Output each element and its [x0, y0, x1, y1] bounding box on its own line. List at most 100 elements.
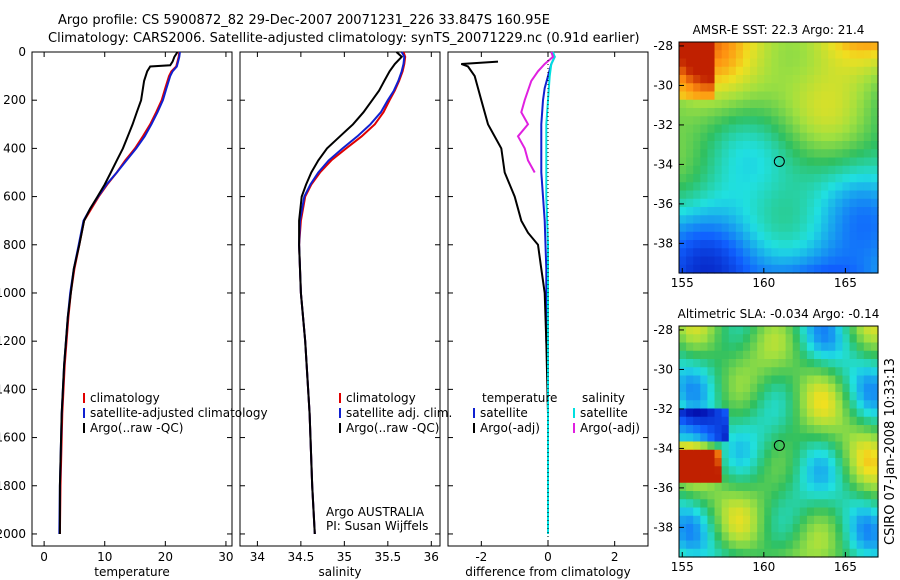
heatmap-cell [792, 240, 801, 249]
heatmap-cell [778, 157, 787, 167]
heatmap-cell [849, 449, 858, 459]
heatmap-cell [785, 149, 794, 159]
heatmap-cell [778, 433, 787, 443]
heatmap-cell [721, 190, 730, 200]
heatmap-cell [821, 207, 829, 216]
heatmap-cell [863, 400, 872, 410]
heatmap-cell [814, 359, 822, 368]
heatmap-cell [821, 474, 829, 484]
heatmap-cell [792, 515, 801, 525]
heatmap-cell [742, 124, 751, 134]
heatmap-cell [693, 491, 701, 500]
heatmap-cell [728, 108, 737, 117]
heatmap-cell [728, 449, 737, 459]
heatmap-cell [707, 264, 716, 274]
heatmap-cell [856, 190, 865, 200]
heatmap-cell [842, 231, 851, 241]
heatmap-cell [693, 367, 701, 377]
heatmap-cell [870, 50, 879, 60]
heatmap-cell [700, 458, 709, 467]
heatmap-cell [735, 240, 744, 249]
heatmap-cell [735, 108, 744, 117]
heatmap-cell [750, 482, 758, 492]
heatmap-cell [799, 157, 808, 167]
heatmap-cell [771, 42, 780, 51]
heatmap-cell [728, 132, 737, 142]
heatmap-cell [771, 540, 780, 550]
heatmap-cell [778, 174, 787, 183]
heatmap-cell [757, 149, 765, 159]
heatmap-cell [806, 50, 815, 60]
heatmap-cell [778, 392, 787, 401]
heatmap-cell [842, 207, 851, 216]
heatmap-cell [849, 491, 858, 500]
heatmap-cell [821, 141, 829, 150]
heatmap-cell [721, 132, 730, 142]
heatmap-cell [735, 99, 744, 109]
heatmap-cell [757, 392, 765, 401]
heatmap-cell [757, 334, 765, 344]
heatmap-cell [742, 66, 751, 76]
heatmap-cell [679, 58, 687, 68]
heatmap-cell [785, 182, 794, 192]
heatmap-cell [764, 248, 772, 258]
heatmap-cell [764, 326, 772, 335]
heatmap-cell [707, 532, 716, 542]
x-tick-label: 35 [337, 550, 352, 564]
heatmap-cell [828, 165, 836, 175]
heatmap-cell [764, 466, 772, 476]
heatmap-cell [785, 449, 794, 459]
heatmap-cell [693, 116, 701, 126]
heatmap-cell [785, 326, 794, 335]
heatmap-cell [799, 408, 808, 418]
heatmap-cell [821, 416, 829, 426]
heatmap-cell [693, 248, 701, 258]
heatmap-cell [764, 50, 772, 60]
heatmap-cell [693, 58, 701, 68]
heatmap-cell [771, 58, 780, 68]
heatmap-cell [742, 116, 751, 126]
heatmap-cell [686, 458, 694, 467]
heatmap-cell [835, 157, 844, 167]
heatmap-cell [806, 66, 815, 76]
heatmap-cell [714, 116, 723, 126]
heatmap-cell [785, 532, 794, 542]
heatmap-cell [693, 240, 701, 249]
heatmap-cell [693, 433, 701, 443]
heatmap-cell [742, 240, 751, 249]
heatmap-cell [792, 433, 801, 443]
heatmap-cell [764, 408, 772, 418]
heatmap-cell [721, 334, 730, 344]
heatmap-cell [764, 375, 772, 385]
heatmap-cell [778, 326, 787, 335]
heatmap-cell [835, 326, 844, 335]
heatmap-cell [757, 141, 765, 150]
heatmap-cell [693, 408, 701, 418]
heatmap-cell [700, 400, 709, 410]
heatmap-cell [714, 433, 723, 443]
heatmap-cell [757, 515, 765, 525]
heatmap-cell [792, 458, 801, 467]
heatmap-cell [714, 248, 723, 258]
heatmap-cell [842, 108, 851, 117]
heatmap-cell [778, 182, 787, 192]
heatmap-cell [785, 524, 794, 533]
heatmap-cell [835, 449, 844, 459]
heatmap-cell [742, 375, 751, 385]
heatmap-cell [728, 42, 737, 51]
heatmap-cell [814, 334, 822, 344]
heatmap-cell [721, 91, 730, 101]
heatmap-cell [849, 75, 858, 84]
heatmap-cell [842, 99, 851, 109]
heatmap-cell [707, 392, 716, 401]
heatmap-cell [785, 264, 794, 274]
heatmap-cell [806, 83, 815, 93]
heatmap-cell [771, 383, 780, 393]
heatmap-cell [849, 458, 858, 467]
heatmap-cell [771, 182, 780, 192]
heatmap-cell [785, 342, 794, 352]
heatmap-cell [721, 548, 730, 558]
heatmap-cell [764, 174, 772, 183]
heatmap-cell [714, 491, 723, 500]
heatmap-cell [714, 124, 723, 134]
